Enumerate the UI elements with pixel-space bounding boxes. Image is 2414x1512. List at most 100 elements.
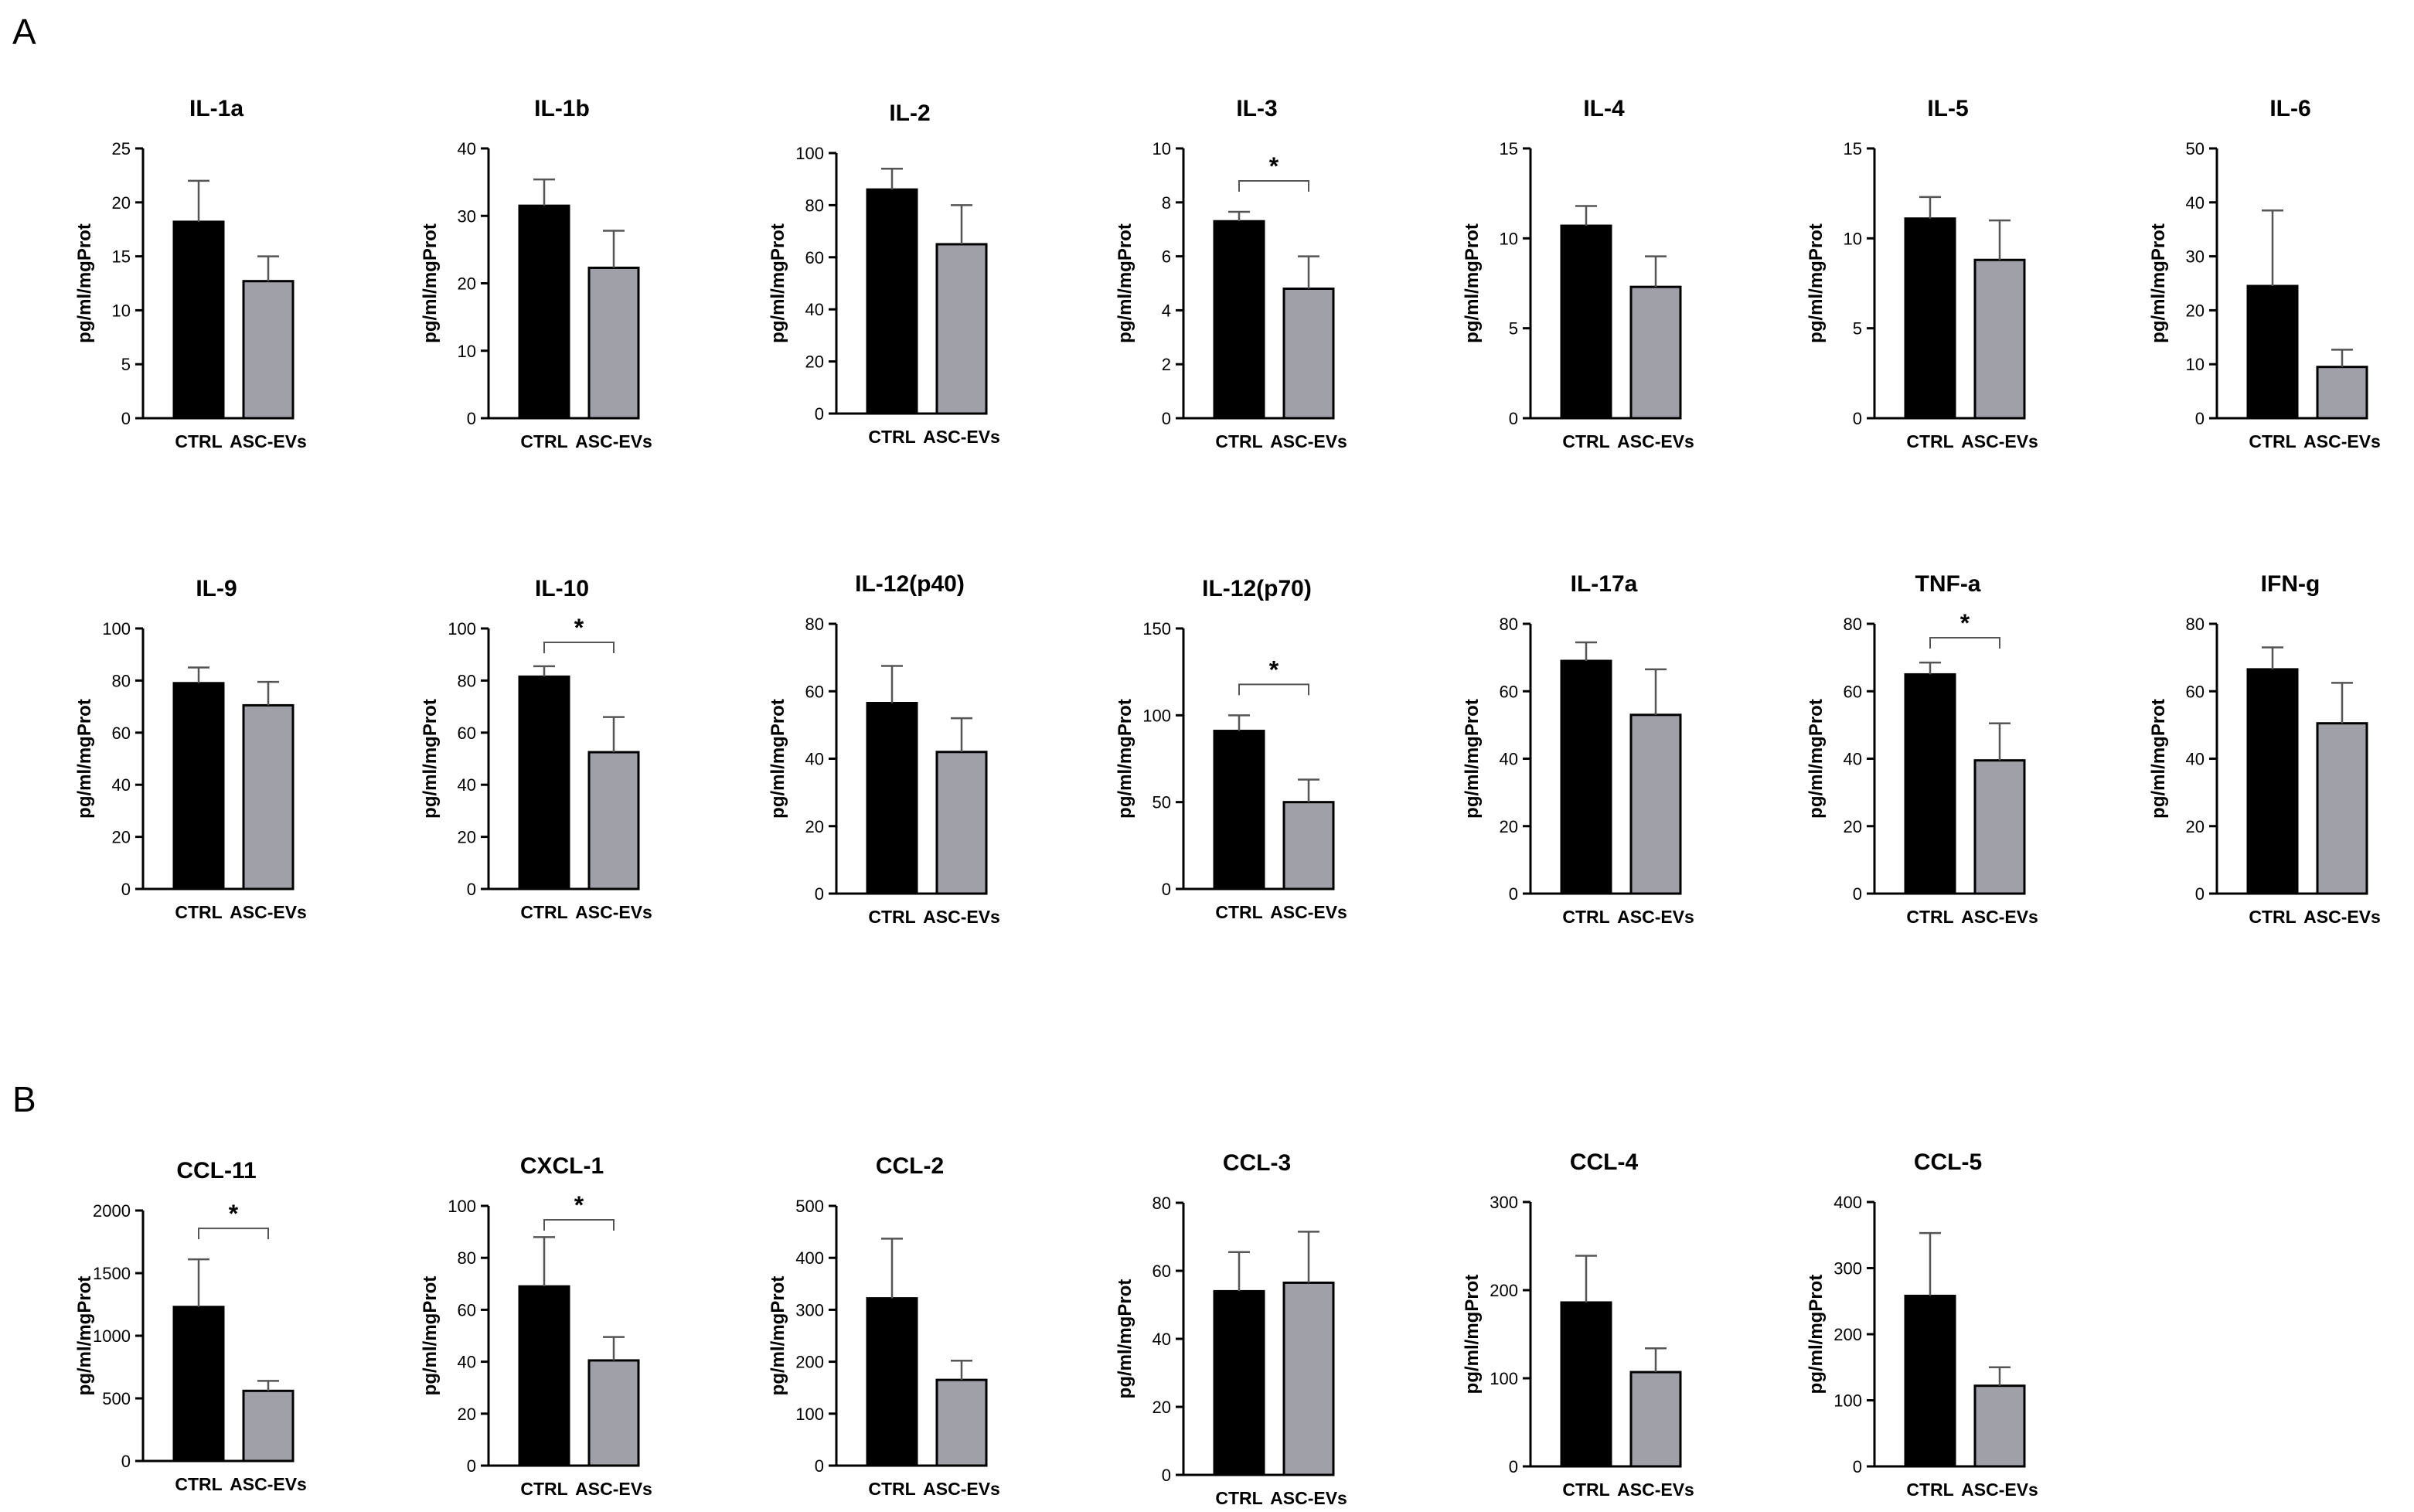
y-tick-label: 10	[1500, 229, 1518, 248]
chart-il-5: IL-5 pg/ml/mgProt 0 5 10 15 CTRL ASC-EVs	[1806, 96, 2038, 451]
y-tick-label: 5	[1853, 319, 1862, 339]
y-tick-label: 0	[467, 1456, 476, 1476]
x-tick-label: CTRL	[1215, 1488, 1262, 1508]
y-tick-label: 60	[458, 724, 476, 743]
y-tick-label: 0	[815, 884, 824, 904]
bar-ctrl	[172, 220, 225, 420]
y-tick-label: 100	[448, 1197, 476, 1216]
y-tick-label: 10	[2186, 355, 2205, 374]
bar-asc-evs	[935, 1378, 988, 1467]
y-axis-label: pg/ml/mgProt	[2148, 223, 2169, 343]
bar-asc-evs	[1282, 287, 1335, 420]
bar-ctrl	[518, 204, 570, 420]
x-tick-label: CTRL	[175, 1474, 222, 1494]
y-axis-label: pg/ml/mgProt	[420, 699, 441, 819]
chart-il-6: IL-6 pg/ml/mgProt 0 10 20 30 40 50 CTRL ASC-EVs	[2148, 96, 2381, 451]
bar-ctrl	[172, 682, 225, 891]
chart-title: IL-12(p70)	[1202, 576, 1312, 601]
y-tick-label: 300	[795, 1300, 824, 1320]
x-tick-label: ASC-EVs	[1961, 907, 2038, 927]
chart-ccl-5: CCL-5 pg/ml/mgProt 0 100 200 300 400 CTRL ASC-EV…	[1806, 1149, 2038, 1500]
chart-title: IL-9	[196, 576, 237, 601]
chart-ccl-11: CCL-11 pg/ml/mgProt 0 500 1000 1500 2000 CTRL AS…	[74, 1158, 307, 1494]
chart-title: IL-17a	[1571, 571, 1638, 597]
y-tick-label: 0	[1853, 1457, 1862, 1476]
y-tick-label: 20	[1844, 817, 1862, 836]
x-tick-label: ASC-EVs	[1961, 431, 2038, 451]
y-tick-label: 0	[121, 1452, 131, 1471]
y-tick-label: 100	[102, 619, 131, 639]
x-tick-label: ASC-EVs	[2303, 431, 2381, 451]
y-tick-label: 40	[1844, 750, 1862, 769]
bar-ctrl	[866, 188, 918, 415]
y-tick-label: 60	[112, 724, 131, 743]
x-tick-label: ASC-EVs	[575, 902, 652, 922]
chart-il-1b: IL-1b pg/ml/mgProt 0 10 20 30 40 CTRL ASC-EVs	[420, 96, 652, 451]
y-tick-label: 200	[1833, 1325, 1862, 1344]
chart-il-3: IL-3 pg/ml/mgProt 0 2 4 6 8 10 CTRL ASC-EVs *	[1115, 96, 1347, 451]
y-tick-label: 30	[2186, 247, 2205, 267]
y-tick-label: 10	[1844, 229, 1862, 248]
x-tick-label: ASC-EVs	[1270, 902, 1347, 922]
chart-title: IL-1b	[534, 96, 590, 121]
y-axis-label: pg/ml/mgProt	[1115, 223, 1135, 343]
chart-title: IFN-g	[2261, 571, 2320, 597]
y-tick-label: 15	[1500, 139, 1518, 158]
y-axis-label: pg/ml/mgProt	[420, 223, 441, 343]
y-tick-label: 20	[1500, 817, 1518, 836]
y-axis-label: pg/ml/mgProt	[1806, 699, 1827, 819]
y-axis-label: pg/ml/mgProt	[1462, 223, 1483, 343]
x-tick-label: ASC-EVs	[2303, 907, 2381, 927]
y-tick-label: 80	[458, 671, 476, 690]
bar-asc-evs	[587, 266, 640, 420]
y-tick-label: 10	[458, 342, 476, 361]
x-tick-label: CTRL	[868, 427, 915, 447]
y-axis-label: pg/ml/mgProt	[768, 699, 788, 819]
y-tick-label: 20	[112, 828, 131, 847]
y-tick-label: 80	[805, 196, 824, 215]
y-tick-label: 40	[458, 139, 476, 158]
significance-bracket	[543, 1219, 615, 1231]
bar-asc-evs	[1629, 713, 1682, 895]
y-tick-label: 100	[795, 1405, 824, 1424]
y-tick-label: 20	[805, 352, 824, 372]
y-tick-label: 80	[1153, 1194, 1171, 1213]
significance-marker: *	[574, 1191, 584, 1219]
chart-il-4: IL-4 pg/ml/mgProt 0 5 10 15 CTRL ASC-EVs	[1462, 96, 1694, 451]
y-tick-label: 0	[2195, 409, 2205, 428]
y-axis-label: pg/ml/mgProt	[1806, 1275, 1827, 1395]
y-tick-label: 500	[102, 1389, 131, 1408]
y-axis-label: pg/ml/mgProt	[74, 223, 95, 343]
y-axis-label: pg/ml/mgProt	[1806, 223, 1827, 343]
y-tick-label: 0	[1509, 1457, 1518, 1476]
y-tick-label: 20	[458, 828, 476, 847]
bar-asc-evs	[935, 751, 988, 895]
y-tick-label: 30	[458, 206, 476, 226]
x-tick-label: CTRL	[2249, 907, 2296, 927]
significance-bracket	[1238, 180, 1309, 192]
chart-ifn-g: IFN-g pg/ml/mgProt 0 20 40 60 80 CTRL ASC-EVs	[2148, 571, 2381, 927]
y-tick-label: 300	[1490, 1193, 1518, 1212]
bar-ctrl	[1904, 217, 1956, 420]
y-tick-label: 500	[795, 1197, 824, 1216]
chart-tnf-a: TNF-a pg/ml/mgProt 0 20 40 60 80 CTRL ASC-EVs *	[1806, 571, 2038, 927]
y-tick-label: 15	[1844, 139, 1862, 158]
y-axis-label: pg/ml/mgProt	[1462, 699, 1483, 819]
x-tick-label: ASC-EVs	[1617, 431, 1694, 451]
y-tick-label: 300	[1833, 1259, 1862, 1279]
y-tick-label: 0	[1162, 1466, 1171, 1485]
bar-asc-evs	[1629, 285, 1682, 420]
y-tick-label: 1000	[93, 1326, 131, 1346]
significance-marker: *	[1960, 609, 1970, 637]
y-tick-label: 80	[1500, 615, 1518, 634]
chart-title: CCL-2	[876, 1153, 944, 1179]
y-axis-label: pg/ml/mgProt	[74, 1276, 95, 1396]
y-tick-label: 100	[1490, 1369, 1518, 1388]
bar-ctrl	[172, 1306, 225, 1463]
x-tick-label: CTRL	[2249, 431, 2296, 451]
y-tick-label: 40	[1500, 750, 1518, 769]
y-tick-label: 20	[458, 1405, 476, 1424]
x-tick-label: CTRL	[1906, 431, 1953, 451]
chart-il-10: IL-10 pg/ml/mgProt 0 20 40 60 80 100 CTRL ASC-EVs…	[420, 576, 652, 922]
y-tick-label: 400	[1833, 1193, 1862, 1212]
